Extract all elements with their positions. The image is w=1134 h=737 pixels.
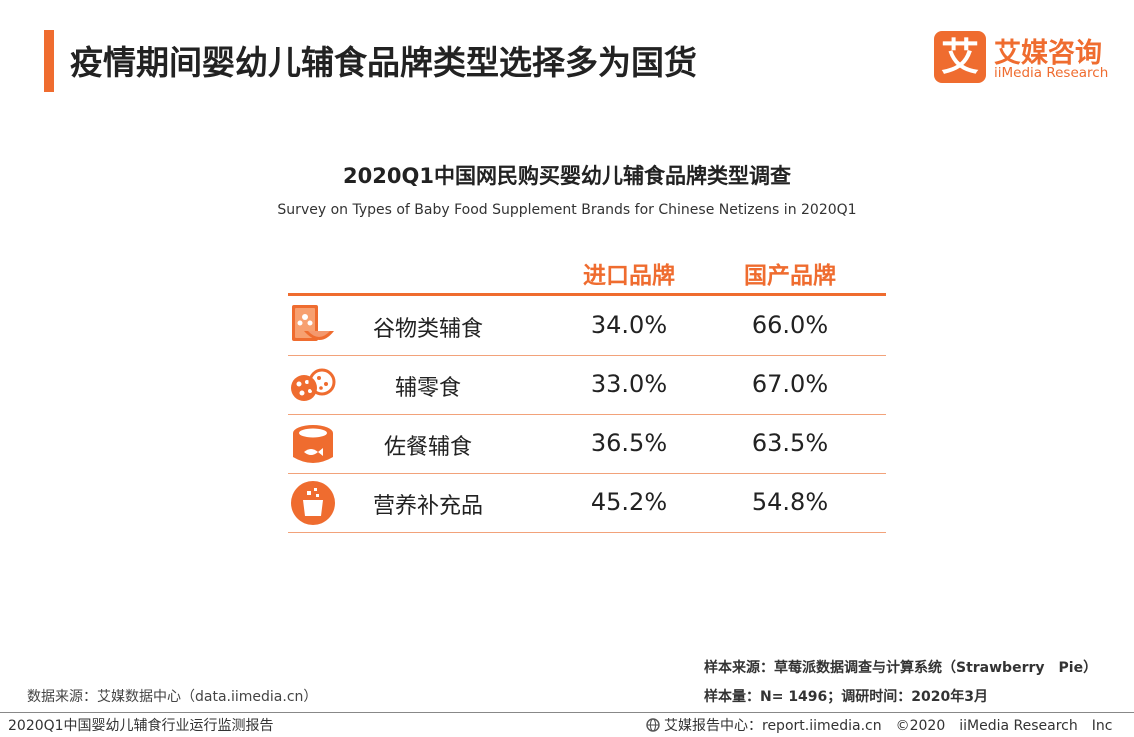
value-domestic: 67.0%	[751, 370, 829, 398]
sample-source: 样本来源：草莓派数据调查与计算系统（Strawberry Pie）	[704, 660, 1098, 676]
table-row: 营养补充品 45.2% 54.8%	[288, 474, 886, 533]
value-import: 36.5%	[590, 429, 668, 457]
row-label: 营养补充品	[372, 494, 483, 519]
brand-logo: 艾 艾媒咨询 iiMedia Research	[934, 31, 1124, 87]
logo-chinese-name: 艾媒咨询	[994, 38, 1102, 69]
footer-copyright-text: 艾媒报告中心：report.iimedia.cn ©2020 iiMedia R…	[664, 718, 1113, 734]
data-source: 数据来源：艾媒数据中心（data.iimedia.cn）	[27, 689, 318, 705]
sample-size: 样本量：N= 1496；调研时间：2020年3月	[704, 689, 988, 705]
value-domestic: 54.8%	[751, 488, 829, 516]
column-header-domestic: 国产品牌	[744, 263, 836, 289]
value-import: 33.0%	[590, 370, 668, 398]
footer-report-name: 2020Q1中国婴幼儿辅食行业运行监测报告	[8, 718, 274, 734]
table-row: 辅零食 33.0% 67.0%	[288, 356, 886, 415]
cookie-icon	[291, 368, 336, 401]
row-label: 佐餐辅食	[383, 435, 472, 460]
chart-subtitle: Survey on Types of Baby Food Supplement …	[277, 202, 857, 218]
value-import: 45.2%	[590, 488, 668, 516]
cereal-bowl-icon	[292, 305, 334, 341]
column-header-import: 进口品牌	[583, 263, 675, 289]
table-row: 谷物类辅食 34.0% 66.0%	[288, 297, 886, 356]
supplement-cup-icon	[291, 481, 335, 525]
logo-mark-icon: 艾	[934, 31, 986, 83]
table-row: 佐餐辅食 36.5% 63.5%	[288, 415, 886, 474]
globe-icon	[646, 718, 660, 732]
value-domestic: 66.0%	[751, 311, 829, 339]
footer-divider	[0, 712, 1134, 713]
row-label: 辅零食	[394, 376, 461, 401]
header-divider	[288, 293, 886, 296]
title-accent-bar	[44, 30, 54, 92]
value-domestic: 63.5%	[751, 429, 829, 457]
chart-title: 2020Q1中国网民购买婴幼儿辅食品牌类型调查	[343, 164, 791, 188]
footer-copyright: 艾媒报告中心：report.iimedia.cn ©2020 iiMedia R…	[646, 715, 1112, 735]
page-title: 疫情期间婴幼儿辅食品牌类型选择多为国货	[70, 43, 697, 82]
row-label: 谷物类辅食	[372, 317, 483, 342]
value-import: 34.0%	[590, 311, 668, 339]
canned-fish-icon	[293, 425, 333, 463]
logo-english-name: iiMedia Research	[994, 65, 1109, 81]
